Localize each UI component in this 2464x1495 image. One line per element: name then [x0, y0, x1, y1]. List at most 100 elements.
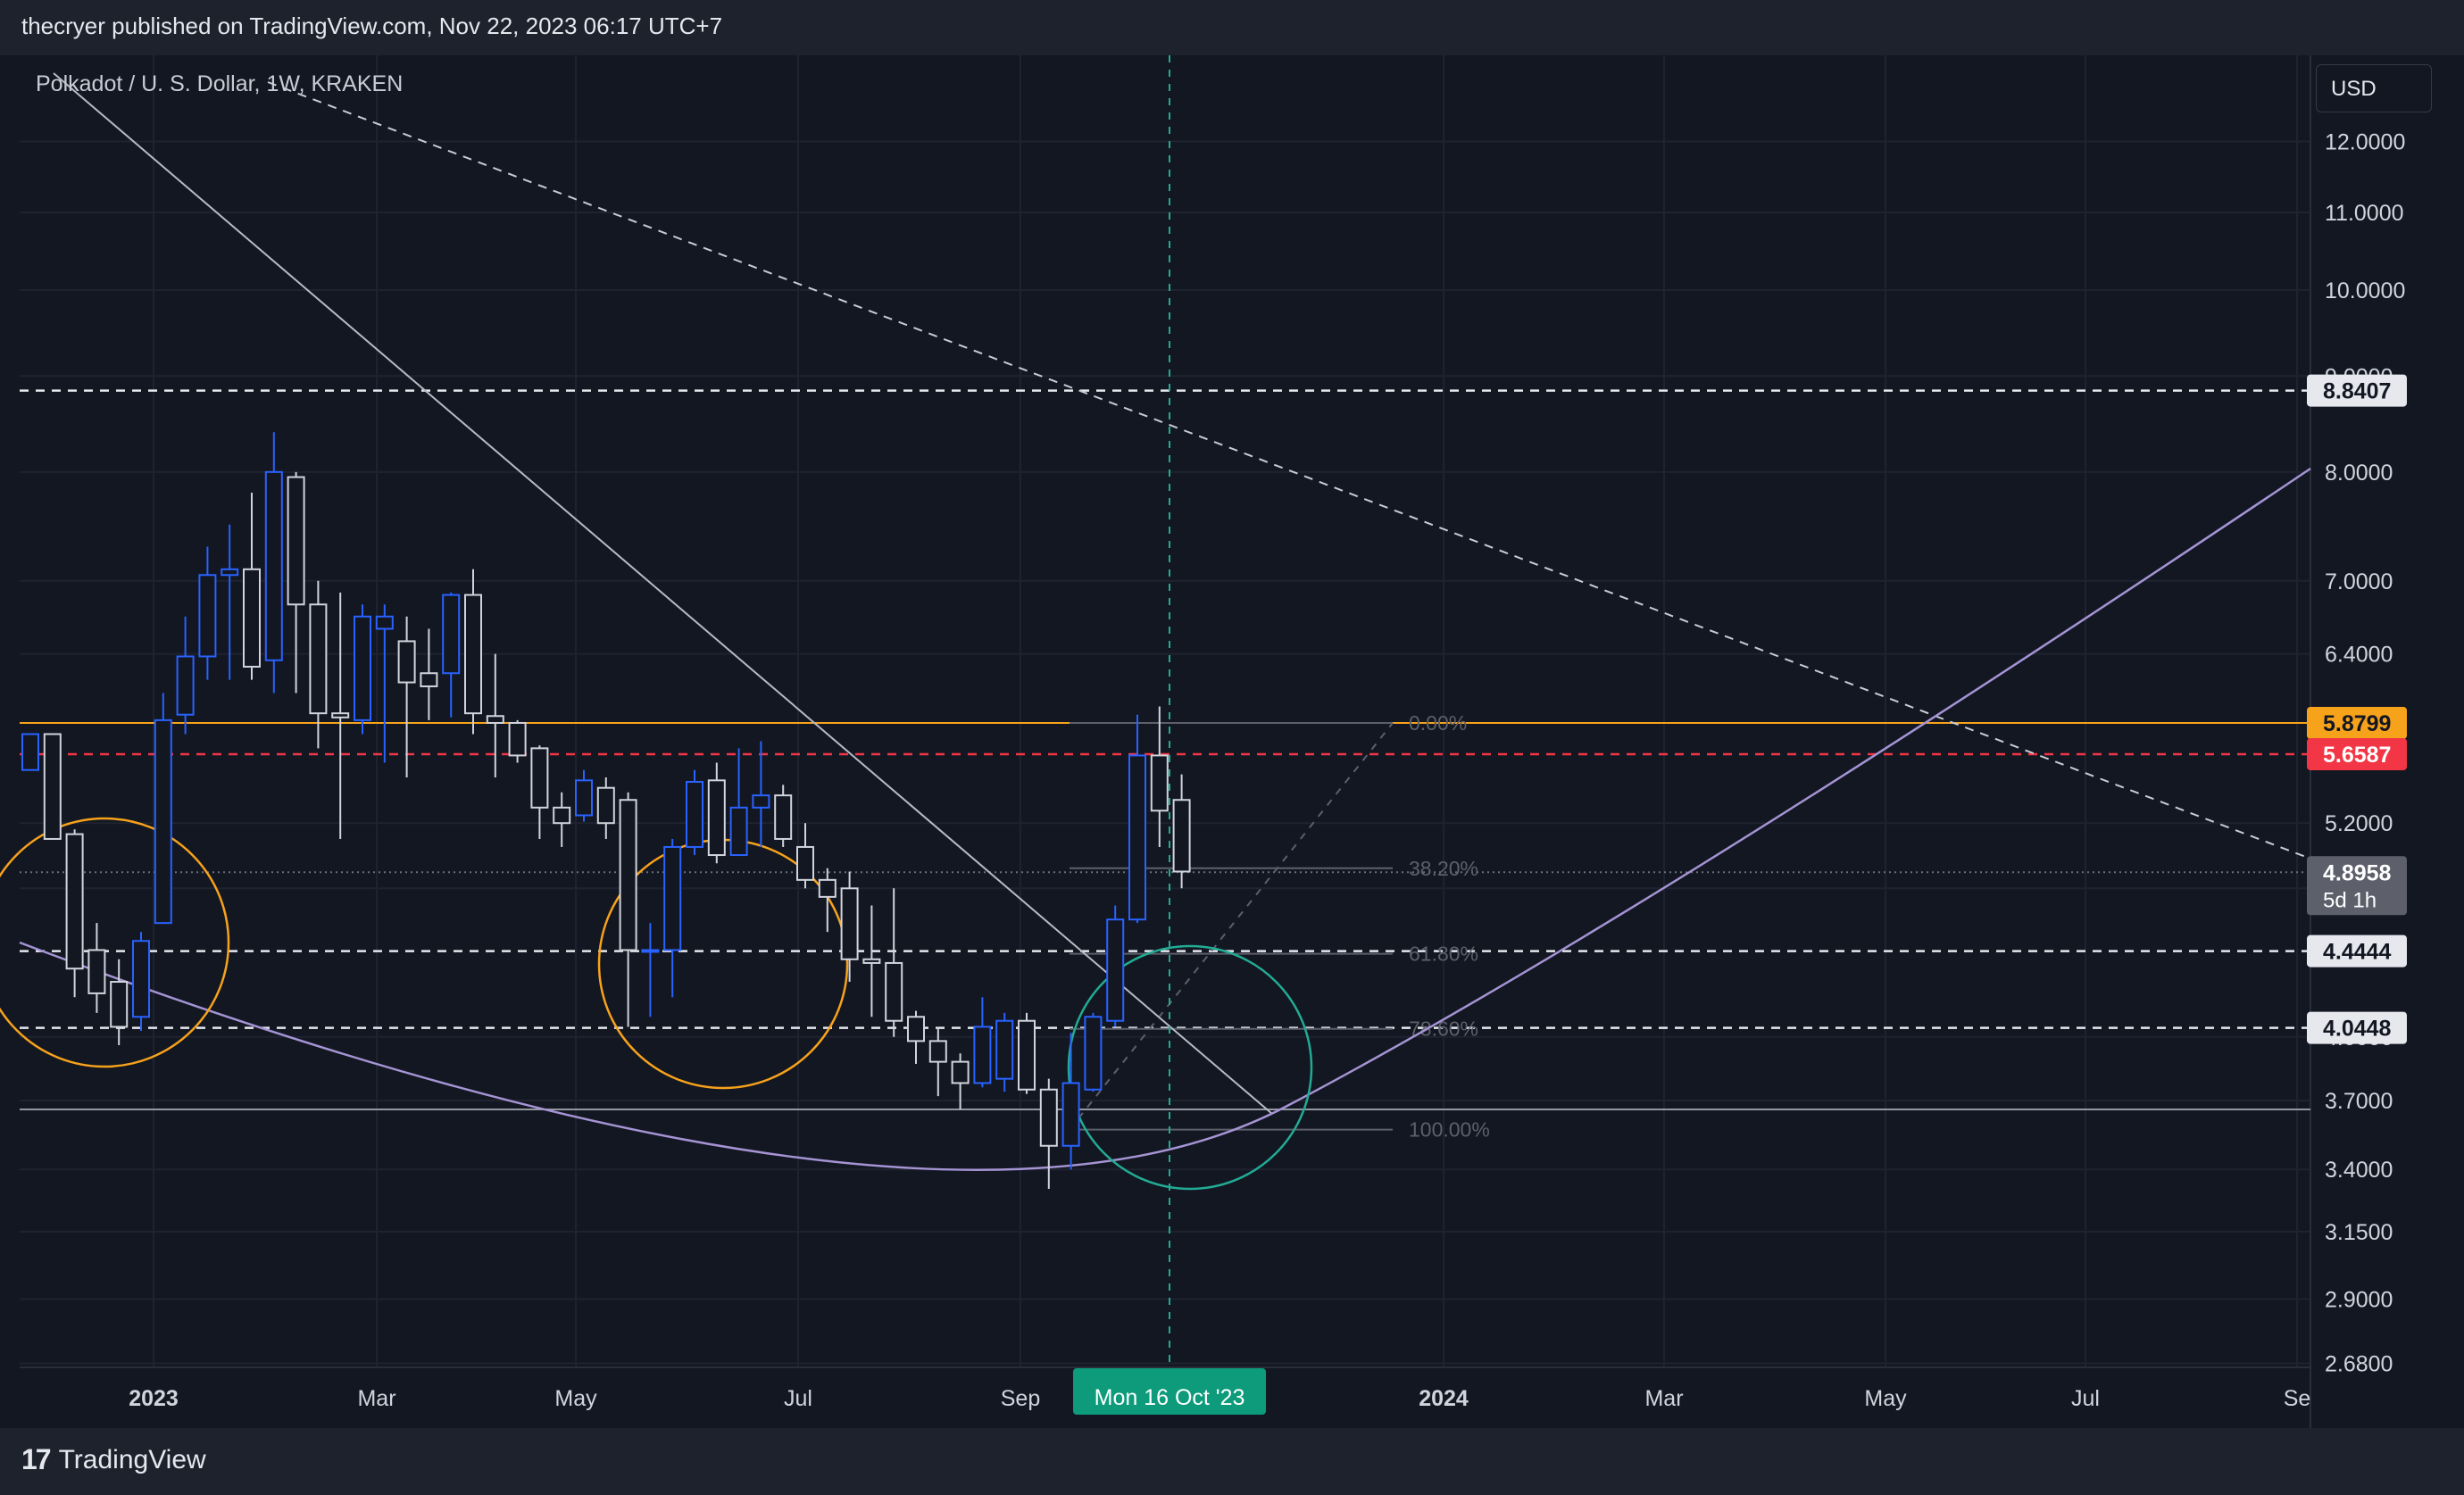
candle-body: [951, 1060, 970, 1084]
price-label-text: 4.4444: [2323, 940, 2392, 965]
x-tick-label: Mar: [357, 1386, 395, 1411]
y-tick-label: 11.0000: [2325, 201, 2404, 226]
candles: [21, 432, 1191, 1189]
time-axis: 2023 Mar May Jul Sep 2024 Mar May Jul Se Mon 16 Oc…: [129, 1368, 2310, 1415]
candle-body: [995, 1019, 1014, 1080]
price-axis: 12.000011.000010.00009.00008.00007.00006…: [2325, 130, 2405, 1377]
candle-body: [21, 733, 39, 771]
candle-body: [176, 655, 195, 716]
candle-body: [331, 712, 350, 718]
candle-body: [973, 1026, 992, 1084]
candle-body: [907, 1016, 925, 1042]
price-label-text: 4.0448: [2323, 1017, 2392, 1042]
candle-body: [729, 806, 748, 857]
candle-body: [928, 1040, 947, 1063]
x-tick-label: May: [554, 1386, 597, 1411]
price-label-text: 5.6587: [2323, 743, 2391, 768]
candle-body: [885, 961, 903, 1022]
crosshair-date-text: Mon 16 Oct '23: [1095, 1385, 1245, 1410]
candle-body: [575, 779, 593, 817]
candle-body: [796, 845, 814, 881]
y-tick-label: 3.4000: [2325, 1158, 2393, 1183]
price-label-text: 4.8958: [2323, 860, 2392, 885]
countdown-label: 5d 1h: [2323, 888, 2377, 912]
y-tick-label: 12.0000: [2325, 130, 2405, 155]
highlight-circle: [1067, 944, 1313, 1191]
candle-body: [619, 799, 637, 951]
candle-body: [198, 574, 217, 658]
currency-button[interactable]: USD: [2316, 64, 2432, 112]
candle-body: [1128, 754, 1146, 921]
fib-trend-line: [1069, 722, 1394, 1131]
price-label-level: [2307, 1011, 2407, 1044]
candle-body: [132, 940, 150, 1018]
candle-body: [840, 887, 859, 960]
candle-body: [1150, 754, 1169, 812]
candle-body: [110, 981, 129, 1028]
candle-body: [508, 721, 527, 757]
candle-body: [1172, 799, 1191, 873]
price-label-level: [2307, 374, 2407, 407]
candle-body: [663, 845, 682, 951]
candle-body: [87, 949, 106, 994]
price-chart[interactable]: 0.00% 38.20% 61.80% 78.60% 100.00% 2023 Mar Ma…: [0, 0, 2464, 1428]
price-label-text: 8.8407: [2323, 379, 2391, 404]
y-tick-label: 8.0000: [2325, 461, 2393, 486]
candle-body: [818, 878, 837, 898]
y-tick-label: 6.4000: [2325, 643, 2393, 668]
crosshair-date-label: [1073, 1368, 1266, 1415]
x-tick-label: 2024: [1419, 1386, 1469, 1411]
candle-body: [264, 470, 283, 661]
horizontal-levels: [20, 389, 2310, 1110]
drawings: [0, 55, 2311, 1367]
highlight-circle: [0, 817, 230, 1068]
candle-body: [43, 733, 62, 840]
fib-label: 61.80%: [1409, 943, 1478, 966]
y-tick-label: 10.0000: [2325, 278, 2405, 303]
x-tick-label: Mar: [1644, 1386, 1683, 1411]
y-tick-label: 7.0000: [2325, 569, 2393, 594]
fib-label: 78.60%: [1409, 1017, 1478, 1041]
candle-body: [553, 806, 571, 825]
long-dashed-trendline: [267, 81, 2311, 860]
candle-body: [1039, 1088, 1058, 1147]
candle-body: [752, 794, 770, 809]
fib-label: 100.00%: [1409, 1118, 1490, 1142]
candle-body: [221, 568, 239, 577]
candle-body: [486, 715, 504, 724]
tradingview-logo-icon: 17: [21, 1443, 52, 1475]
publish-info: thecryer published on TradingView.com, N…: [21, 12, 723, 39]
rounding-bottom-curve: [19, 467, 2311, 1171]
candle-body: [65, 833, 84, 970]
tradingview-brand[interactable]: 17 TradingView: [21, 1443, 206, 1476]
candle-body: [442, 594, 461, 675]
candle-body: [1018, 1019, 1036, 1091]
candle-body: [287, 476, 305, 606]
candle-body: [686, 780, 703, 848]
candle-body: [397, 640, 416, 684]
candle-body: [243, 568, 261, 668]
candle-body: [309, 603, 328, 715]
candle-body: [1106, 918, 1125, 1022]
price-label-text: 5.8799: [2323, 711, 2391, 736]
price-label-red: [2307, 738, 2407, 771]
price-label-level: [2307, 934, 2407, 968]
x-tick-label: May: [1864, 1386, 1907, 1411]
candle-body: [354, 615, 371, 721]
x-tick-label: Jul: [2071, 1386, 2100, 1411]
y-tick-label: 5.2000: [2325, 811, 2393, 836]
price-label-last: [2307, 856, 2407, 916]
downtrend-line: [53, 72, 1273, 1115]
candle-body: [1061, 1082, 1080, 1147]
candle-body: [596, 786, 615, 825]
y-tick-label: 2.6800: [2325, 1352, 2393, 1377]
chart-grid: [20, 55, 2310, 1367]
bottom-bar: [0, 1428, 2464, 1495]
tradingview-name: TradingView: [58, 1444, 206, 1474]
symbol-title: Polkadot / U. S. Dollar, 1W, KRAKEN: [36, 71, 404, 96]
fib-label: 38.20%: [1409, 857, 1478, 880]
fib-label: 0.00%: [1409, 711, 1467, 735]
top-bar: [0, 0, 2464, 55]
candle-body: [464, 594, 482, 715]
candle-body: [154, 718, 172, 925]
